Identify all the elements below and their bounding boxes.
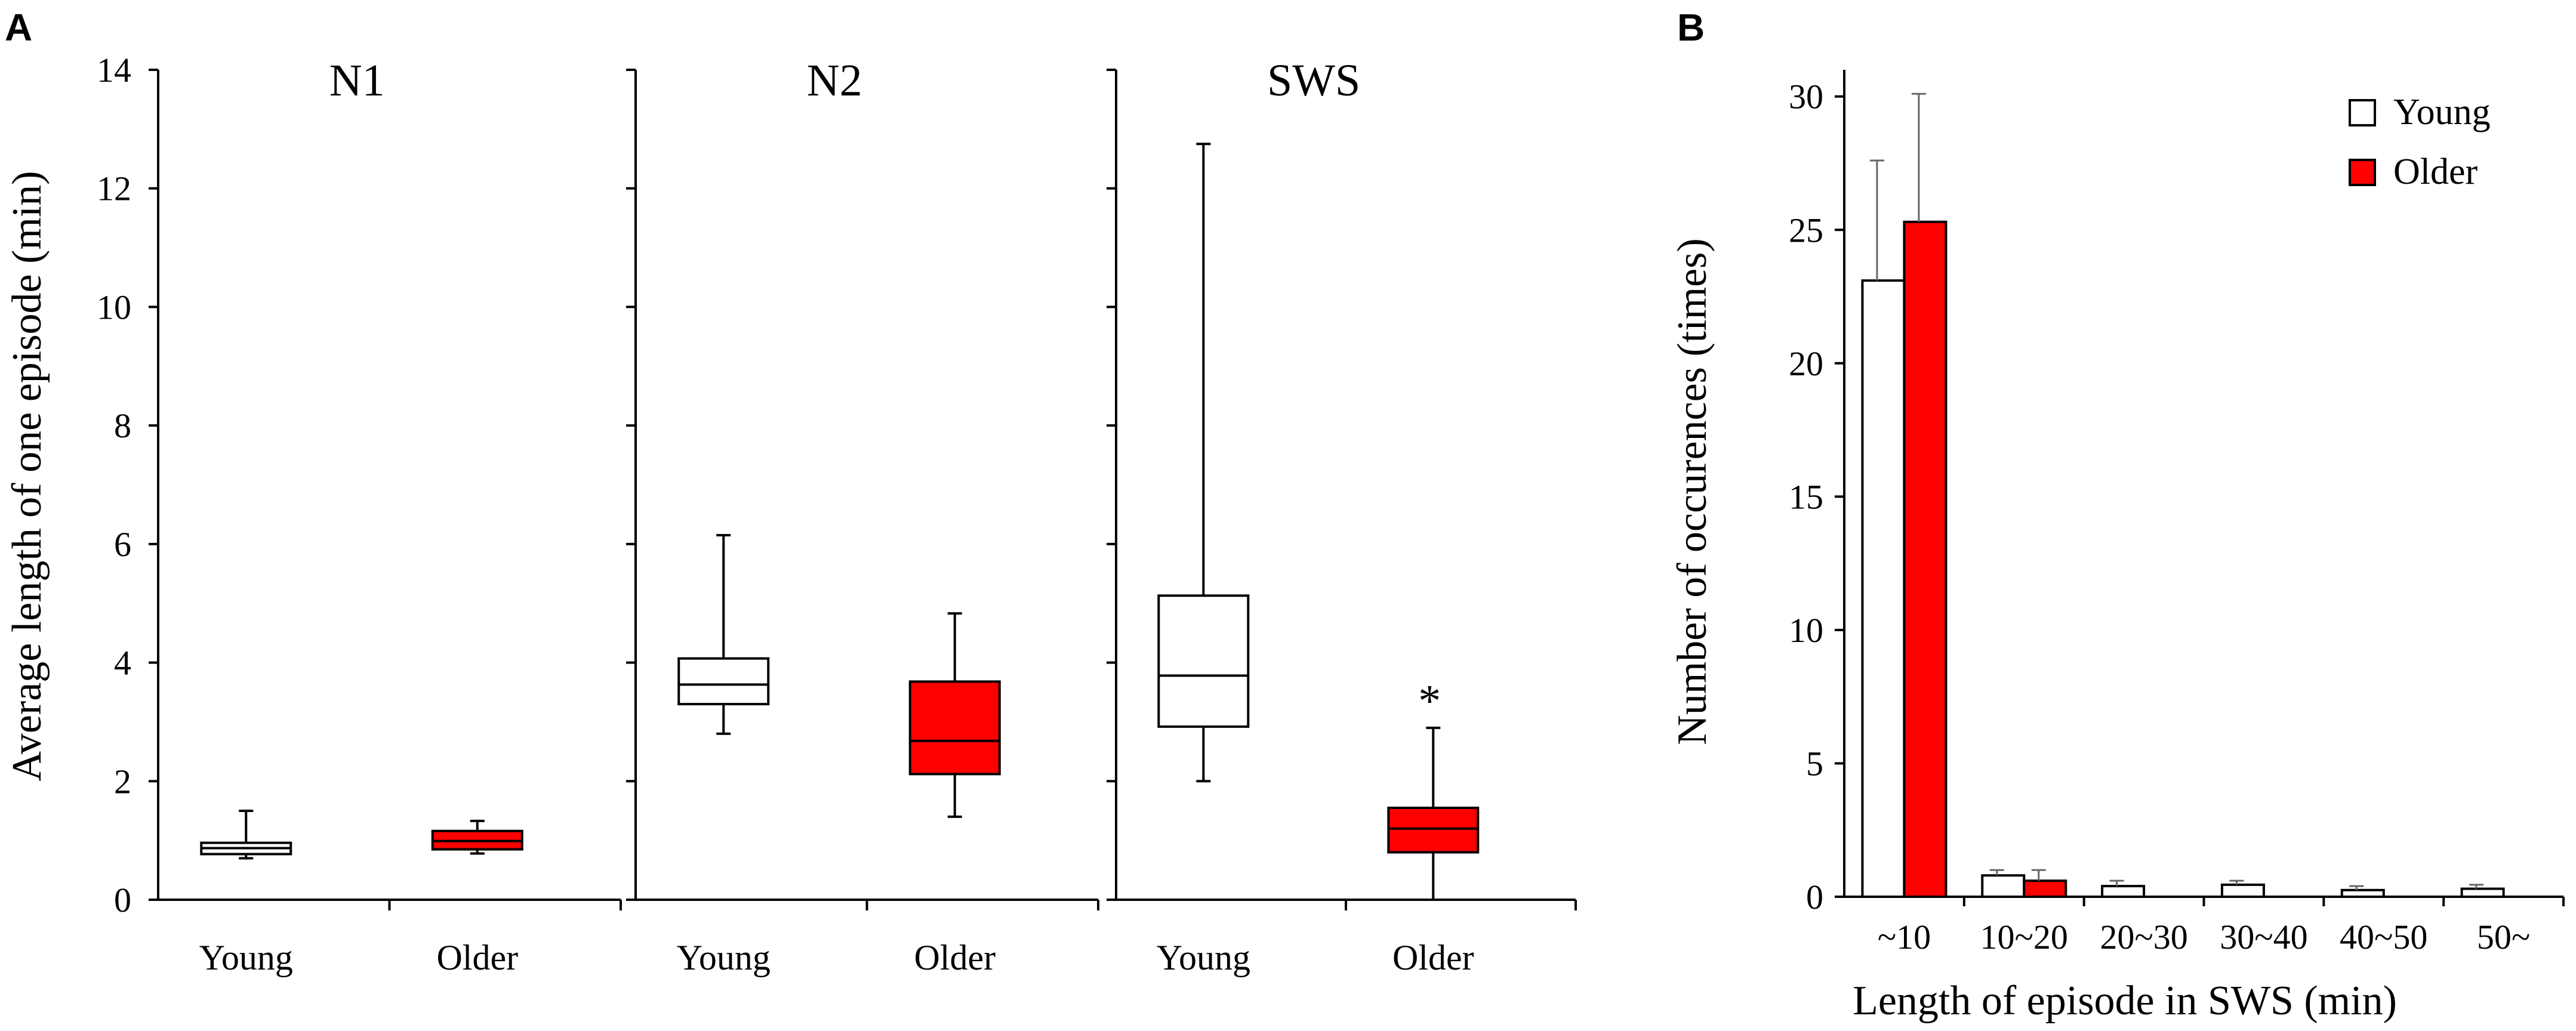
bar-young-5	[2460, 887, 2505, 898]
box-sws-older	[1387, 806, 1480, 854]
x-tick-label: 30~40	[2220, 918, 2307, 956]
bar-young-0	[1861, 279, 1906, 899]
category-label-young: Young	[1157, 938, 1250, 977]
y-tick-label: 8	[114, 406, 131, 445]
panel-a-box-plots: 0 2 4 6 8 10 12 14 N1 Young Older N2 Young Older SWS Yo…	[97, 51, 1577, 977]
x-tick-label: ~10	[1878, 918, 1931, 956]
box-n2-young	[677, 657, 770, 706]
y-tick-label: 0	[114, 881, 131, 919]
bar-young-4	[2340, 888, 2385, 899]
legend-label-young: Young	[2393, 92, 2491, 132]
bar-young-2	[2101, 885, 2146, 898]
y-tick-label: 2	[114, 762, 131, 801]
y-tick-label: 4	[114, 644, 131, 683]
box-n2-older	[908, 680, 1001, 776]
x-tick-label: 40~50	[2340, 918, 2427, 956]
bar-older-0	[1903, 220, 1948, 898]
legend-label-older: Older	[2393, 152, 2478, 192]
category-label-older: Older	[914, 938, 996, 977]
y-tick-label: 10	[1789, 611, 1823, 650]
panel-b-bar-chart: 0 5 10 15 20 25 30 ~10 10~20 20~30 30~40 40~50 50~ Yo…	[1789, 70, 2565, 956]
category-label-young: Young	[199, 938, 293, 977]
category-label-older: Older	[436, 938, 518, 977]
category-label-young: Young	[677, 938, 771, 977]
legend-swatch-young	[2349, 99, 2376, 126]
x-tick-label: 10~20	[1980, 918, 2068, 956]
significance-marker: *	[1418, 676, 1441, 726]
y-tick-label: 25	[1789, 211, 1823, 249]
panel-a-title-n1: N1	[329, 55, 385, 106]
panel-label-b: B	[1677, 6, 1705, 49]
category-label-older: Older	[1392, 938, 1474, 977]
y-tick-label: 5	[1806, 744, 1823, 783]
y-tick-label: 12	[97, 169, 131, 208]
bar-young-1	[1981, 874, 2026, 899]
y-tick-label: 0	[1806, 878, 1823, 916]
y-tick-label: 15	[1789, 477, 1823, 516]
panel-a-title-n2: N2	[807, 55, 862, 106]
panel-a-title-sws: SWS	[1267, 55, 1360, 106]
panel-b-x-axis-label: Length of episode in SWS (min)	[1853, 978, 2397, 1024]
y-tick-label: 10	[97, 288, 131, 326]
bar-older-1	[2023, 879, 2067, 898]
box-sws-young	[1157, 594, 1250, 728]
x-tick-label: 50~	[2477, 918, 2530, 956]
y-tick-label: 6	[114, 525, 131, 564]
panel-a-y-axis-label: Average length of one episode (min)	[4, 171, 50, 781]
x-tick-label: 20~30	[2100, 918, 2187, 956]
y-tick-label: 14	[97, 51, 131, 89]
panel-b-y-axis-label: Number of occurences (times)	[1669, 238, 1715, 745]
y-tick-label: 20	[1789, 344, 1823, 383]
panel-label-a: A	[5, 6, 32, 49]
bar-young-3	[2220, 883, 2265, 898]
legend-swatch-older	[2349, 159, 2376, 186]
y-tick-label: 30	[1789, 78, 1823, 116]
